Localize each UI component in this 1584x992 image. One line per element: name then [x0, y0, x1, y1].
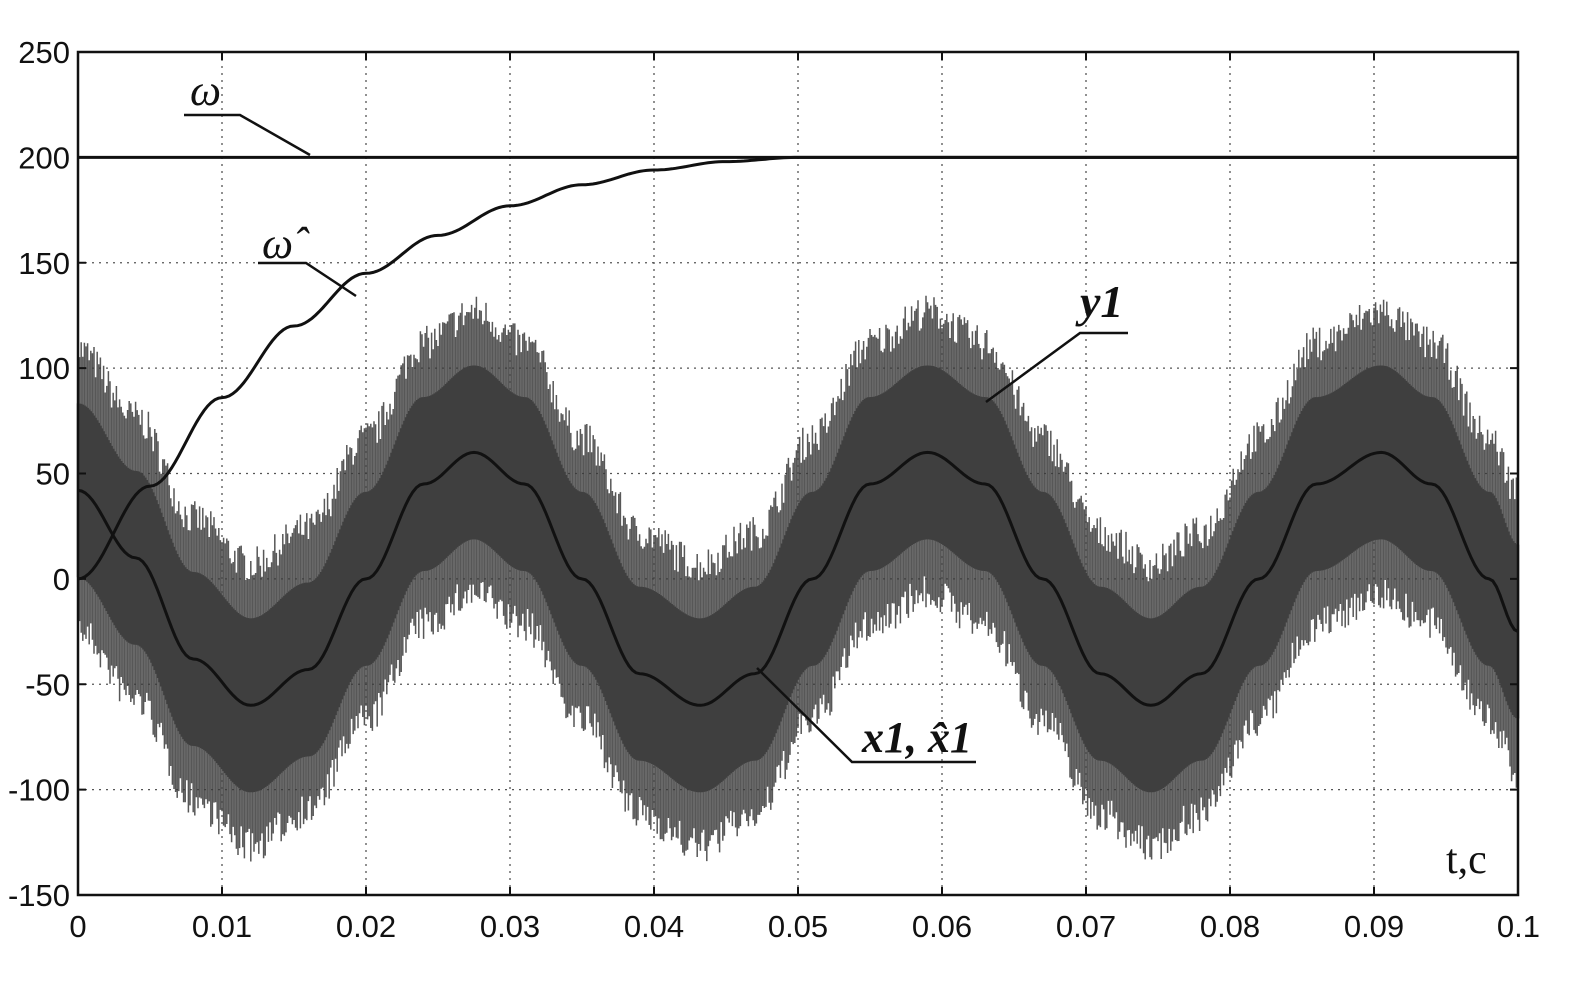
y-tick-label: -100: [8, 773, 70, 808]
x-tick-label: 0.05: [768, 909, 828, 944]
leader-omega: [184, 113, 311, 157]
x-tick-label: 0.01: [192, 909, 252, 944]
label-y1: y1: [1075, 276, 1123, 327]
y-tick-label: 150: [18, 246, 70, 281]
y-tick-label: 200: [18, 140, 70, 175]
series-y1-noisy: [76, 295, 1520, 862]
x-tick-label: 0.03: [480, 909, 540, 944]
x-tick-label: 0.06: [912, 909, 972, 944]
y-tick-label: -50: [25, 667, 70, 702]
y-tick-label: 250: [18, 35, 70, 70]
y-tick-label: -150: [8, 878, 70, 913]
x-tick-label: 0.09: [1344, 909, 1404, 944]
x-tick-label: 0.02: [336, 909, 396, 944]
series-lines: [77, 155, 1519, 707]
label-omega-hat: ω̂: [262, 219, 310, 268]
x-tick-label: 0: [69, 909, 86, 944]
series-omega-hat: [77, 155, 1518, 581]
label-x1-xhat1: x1, x̂1: [861, 713, 972, 762]
y-tick-label: 50: [36, 457, 70, 492]
leader-omega-hat: [258, 261, 357, 298]
leader-x1: [756, 667, 976, 764]
x-axis-label: t,c: [1446, 837, 1487, 883]
x-tick-label: 0.1: [1497, 909, 1540, 944]
label-omega: ω: [190, 66, 221, 115]
y-tick-label: 100: [18, 351, 70, 386]
x-tick-label: 0.04: [624, 909, 684, 944]
series-x1: [77, 450, 1519, 707]
y-tick-label: 0: [53, 562, 70, 597]
x-tick-label: 0.08: [1200, 909, 1260, 944]
leader-y1: [985, 331, 1128, 404]
axis-ticks: 0 0.01 0.02 0.03 0.04 0.05 0.06 0.07 0.08 0.09 0.1…: [8, 35, 1540, 944]
x-tick-label: 0.07: [1056, 909, 1116, 944]
